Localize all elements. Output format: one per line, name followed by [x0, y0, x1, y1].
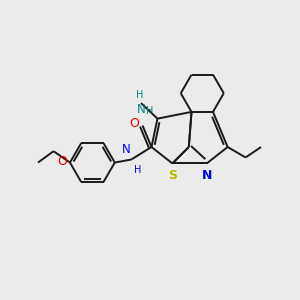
- Text: O: O: [129, 117, 139, 130]
- Text: N: N: [137, 103, 146, 116]
- Text: N: N: [122, 143, 131, 156]
- Text: H: H: [134, 165, 142, 175]
- Text: N: N: [202, 169, 212, 182]
- Text: S: S: [168, 169, 177, 182]
- Text: H: H: [136, 89, 143, 100]
- Text: H: H: [146, 106, 154, 116]
- Text: O: O: [57, 155, 67, 168]
